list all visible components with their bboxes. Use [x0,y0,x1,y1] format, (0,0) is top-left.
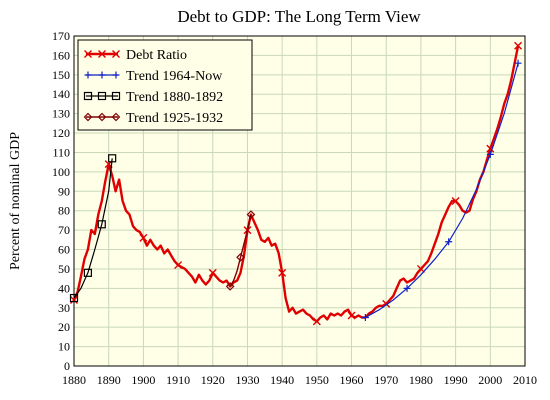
data-point-3-6 [246,210,256,219]
y-tick-label-110: 110 [52,145,70,159]
x-tick-label-1930: 1930 [235,373,259,387]
legend-marker-0-b [98,50,106,58]
legend-marker-2-c [111,91,121,101]
y-axis-label: Percent of nominal GDP [8,132,23,270]
data-point-2-0 [69,293,79,303]
y-tick-label-0: 0 [64,359,70,373]
legend-label-1: Trend 1964-Now [126,69,223,84]
series-line-1 [365,63,519,319]
x-tick-label-1960: 1960 [340,373,364,387]
y-tick-label-70: 70 [58,223,70,237]
series-debt-ratio [70,41,523,326]
x-tick-label-2010: 2010 [513,373,537,387]
x-tick-label-1910: 1910 [166,373,190,387]
legend-marker-1-a [84,71,92,79]
legend-marker-3-c [111,112,121,122]
data-point-2-4 [97,220,106,229]
y-tick-label-20: 20 [58,320,70,334]
data-point-0-0 [70,296,78,304]
data-point-1-3 [403,284,411,292]
series-trend-1925-1932 [225,210,256,291]
y-tick-label-150: 150 [52,68,70,82]
legend-label-2: Trend 1880-1892 [126,90,223,105]
y-tick-label-140: 140 [52,87,70,101]
x-tick-label-1890: 1890 [97,373,121,387]
data-point-0-70 [312,317,321,326]
legend-label-3: Trend 1925-1932 [126,111,223,126]
x-tick-label-1970: 1970 [374,373,398,387]
y-tick-label-40: 40 [58,281,70,295]
y-tick-label-60: 60 [58,243,70,257]
x-tick-label-2000: 2000 [478,373,502,387]
x-tick-label-1900: 1900 [131,373,155,387]
plot-border [73,35,526,367]
legend: Debt Ratio Trend 1964-Now Trend 1880-1892 T… [77,39,253,131]
data-point-0-30 [174,261,183,270]
data-point-2-2 [83,268,92,277]
series-line-2 [73,158,113,299]
legend-marker-2-b [97,91,107,101]
data-point-3-0 [225,282,235,291]
tick-labels: 1880 1890 1900 1910 1920 1930 1940 1950 1960 1970… [52,29,537,387]
x-tick-label-1950: 1950 [305,373,329,387]
data-point-0-60 [278,268,287,277]
chart-title: Debt to GDP: The Long Term View [177,7,421,26]
data-point-3-3 [236,252,245,262]
y-tick-label-100: 100 [52,165,70,179]
legend-marker-3-b [97,112,107,122]
legend-label-0: Debt Ratio [126,48,187,63]
series-trend-1880-1892 [69,154,117,303]
legend-marker-2-a [83,91,93,101]
data-point-1-6 [445,238,453,246]
data-point-0-110 [451,197,460,205]
y-tick-label-130: 130 [52,107,70,121]
legend-marker-0-a [84,50,92,58]
data-point-1-9 [486,150,494,158]
y-tick-label-170: 170 [52,29,70,43]
y-tick-label-10: 10 [58,340,70,354]
x-tick-label-1920: 1920 [201,373,225,387]
series-layer [69,41,523,326]
series-line-0 [72,45,520,323]
legend-marker-3-a [83,112,93,122]
series-line-3 [229,214,252,287]
data-point-0-40 [208,268,217,277]
x-tick-label-1980: 1980 [409,373,433,387]
y-tick-label-30: 30 [58,301,70,315]
legend-marker-0-c [112,50,120,58]
data-point-1-11 [514,59,522,67]
data-point-0-80 [347,311,356,320]
legend-marker-1-c [112,71,120,79]
y-tick-label-160: 160 [52,48,70,62]
data-point-2-6 [108,154,117,163]
x-tick-label-1940: 1940 [270,373,294,387]
legend-marker-1-b [98,71,106,79]
y-tick-label-90: 90 [58,184,70,198]
y-tick-label-80: 80 [58,204,70,218]
data-point-0-128 [514,41,523,50]
y-tick-label-120: 120 [52,126,70,140]
data-point-0-20 [139,233,148,242]
y-tick-label-50: 50 [58,262,70,276]
data-point-1-0 [361,313,369,321]
series-trend-1964-now [361,59,522,321]
x-tick-label-1990: 1990 [444,373,468,387]
x-tick-label-1880: 1880 [62,373,86,387]
